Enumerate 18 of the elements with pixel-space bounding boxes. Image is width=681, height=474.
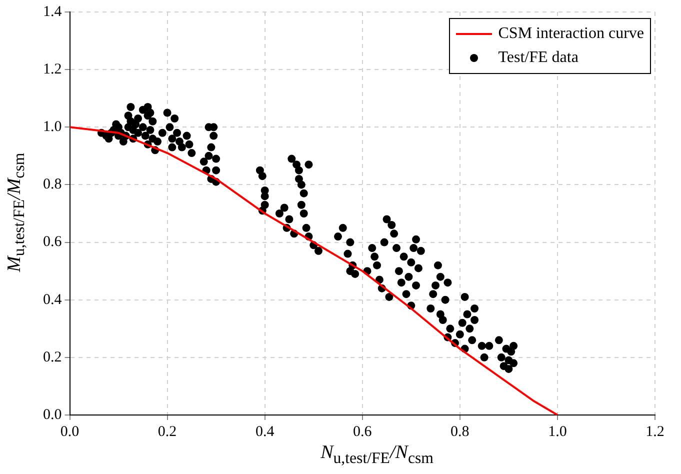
y-tick-label: 0.4 <box>43 292 62 308</box>
legend-label: Test/FE data <box>497 48 580 68</box>
x-axis-title: N$_{u,test/FE}$/N$_{csm}$ <box>320 442 434 468</box>
x-tick-label: 0.2 <box>158 424 177 440</box>
x-tick-label: 0.4 <box>255 424 275 440</box>
y-tick-label: 0.6 <box>43 234 62 250</box>
x-tick-label: 0.0 <box>60 424 80 440</box>
x-tick-label: 1.2 <box>646 424 664 440</box>
legend-label: CSM interaction curve <box>497 24 644 44</box>
y-tick-label: 1.2 <box>43 62 62 78</box>
y-tick-label: 0.2 <box>43 349 62 366</box>
y-tick-label: 1.0 <box>43 119 62 136</box>
y-tick-label: 0.8 <box>43 176 62 193</box>
x-tick-label: 0.8 <box>450 424 470 440</box>
x-tick-label: 0.6 <box>353 424 372 440</box>
y-tick-label: 0.0 <box>43 406 62 423</box>
x-tick-label: 1.0 <box>548 424 567 440</box>
y-tick-label: 1.4 <box>43 4 62 20</box>
